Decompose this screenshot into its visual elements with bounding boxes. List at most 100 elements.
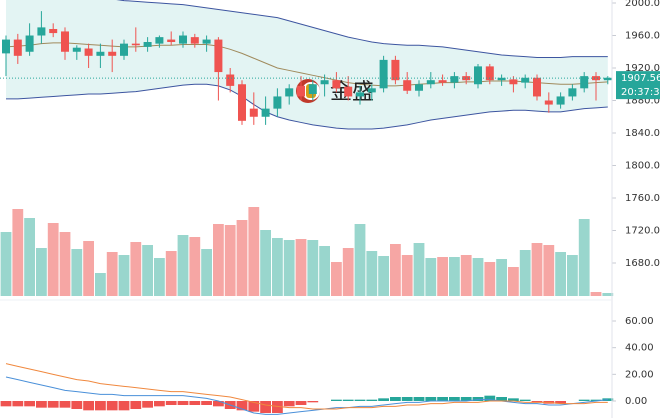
axis-layer: 2000.00 1960.00 1920.00 1880.00 1840.00 1800.… — [612, 0, 660, 407]
macd-histogram-bar — [354, 399, 366, 401]
volume-bar — [390, 244, 401, 296]
candle-body — [155, 37, 164, 44]
candle-body — [367, 88, 376, 93]
candle-body — [285, 88, 294, 97]
candle-body — [415, 84, 423, 91]
macd-histogram-bar — [437, 397, 448, 401]
volume-bar — [484, 262, 496, 296]
candle-body — [438, 80, 447, 83]
candle-body — [592, 76, 600, 81]
candle-body — [332, 80, 341, 89]
macd-histogram-bar — [0, 401, 12, 407]
candle-body — [37, 27, 46, 36]
macd-histogram-bar — [331, 399, 342, 401]
volume-bar — [307, 240, 319, 296]
candle-body — [214, 39, 223, 73]
candle-body — [297, 85, 305, 97]
candle-body — [580, 76, 589, 89]
volume-bar — [354, 224, 366, 296]
candle-body — [474, 66, 482, 85]
volume-bar — [201, 249, 212, 296]
candle-body — [108, 51, 117, 56]
volume-bar — [71, 249, 83, 296]
macd-histogram-bar — [95, 401, 106, 411]
volume-bar — [531, 243, 543, 296]
y-tick-label: 0.00 — [625, 396, 647, 407]
candle-body — [261, 108, 270, 117]
macd-histogram-bar — [83, 401, 94, 411]
candle-body — [320, 80, 329, 85]
volume-layer — [0, 207, 614, 296]
volume-bar — [130, 242, 142, 296]
candle-body — [190, 37, 199, 44]
candle-body — [202, 39, 211, 44]
candle-body — [603, 77, 612, 81]
volume-bar — [236, 220, 248, 296]
price-layer — [0, 11, 612, 125]
volume-bar — [413, 243, 425, 296]
volume-bar — [154, 258, 165, 296]
macd-histogram-bar — [378, 398, 389, 401]
candle-body — [96, 51, 105, 56]
macd-histogram-bar — [425, 397, 437, 401]
candle-body — [308, 84, 317, 95]
macd-histogram-bar — [602, 398, 614, 401]
candle-body — [238, 84, 246, 121]
volume-bar — [142, 245, 153, 296]
y-tick-label: 40.00 — [625, 343, 654, 354]
y-tick-label: 1680.00 — [625, 258, 660, 269]
volume-bar — [590, 292, 602, 296]
candle-body — [403, 80, 412, 91]
volume-bar — [12, 209, 24, 296]
volume-bar — [272, 238, 283, 296]
macd-histogram-bar — [142, 401, 153, 408]
candle-body — [61, 31, 69, 52]
volume-bar — [496, 259, 507, 296]
last-price-label: 1907.56 — [621, 73, 660, 84]
volume-bar — [47, 223, 59, 296]
macd-histogram-bar — [366, 399, 378, 401]
volume-bar — [567, 255, 578, 296]
macd-histogram-bar — [189, 401, 201, 405]
candle-body — [462, 76, 471, 81]
countdown-label: 20:37:31 — [621, 87, 660, 98]
macd-histogram-bar — [531, 401, 543, 403]
macd-histogram-bar — [519, 399, 531, 401]
macd-histogram-bar — [154, 401, 165, 407]
macd-histogram-bar — [213, 401, 224, 407]
candle-body — [450, 76, 459, 83]
candle-body — [143, 42, 152, 47]
volume-bar — [342, 248, 354, 296]
candle-body — [485, 66, 494, 81]
macd-histogram-bar — [484, 395, 496, 401]
candle-body — [568, 88, 577, 97]
macd-histogram-bar — [260, 401, 271, 413]
volume-bar — [0, 232, 12, 296]
band-line — [5, 42, 608, 87]
macd-histogram-bar — [47, 401, 59, 408]
candle-body — [273, 96, 282, 109]
y-tick-label: 1920.00 — [625, 63, 660, 74]
macd-histogram-bar — [449, 397, 460, 401]
macd-histogram-bar — [106, 401, 118, 411]
y-tick-label: 20.00 — [625, 369, 654, 380]
y-tick-label: 60.00 — [625, 316, 654, 327]
volume-bar — [83, 241, 94, 296]
candle-body — [120, 43, 128, 56]
candle-body — [544, 100, 553, 105]
candle-body — [344, 86, 353, 97]
macd-histogram-bar — [130, 401, 142, 409]
volume-bar — [331, 262, 342, 296]
candle-body — [497, 77, 506, 81]
volume-bar — [555, 252, 566, 296]
volume-bar — [24, 218, 35, 296]
macd-histogram-bar — [248, 401, 260, 412]
macd-histogram-bar — [401, 397, 413, 401]
volume-bar — [213, 224, 224, 296]
candle-body — [72, 47, 81, 52]
band-fill — [6, 0, 608, 129]
candle-body — [13, 39, 22, 56]
volume-bar — [602, 293, 614, 296]
macd-histogram-bar — [508, 398, 519, 401]
